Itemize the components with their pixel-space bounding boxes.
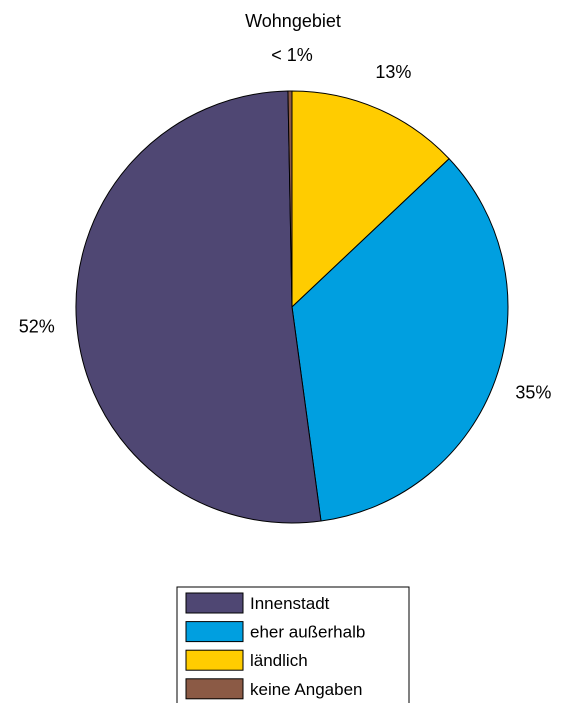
- percent-label-innenstadt: 52%: [19, 317, 55, 337]
- percent-labels: 13% 35% 52% < 1%: [19, 45, 552, 402]
- legend-swatch-keine-angaben: [185, 678, 244, 700]
- legend-label-keine-angaben: keine Angaben: [250, 680, 363, 699]
- legend-swatch-eher-ausserhalb: [185, 621, 244, 643]
- slice-keine-angaben: [287, 90, 293, 308]
- legend-swatch-laendlich: [185, 649, 244, 671]
- legend-label-laendlich: ländlich: [250, 651, 308, 670]
- percent-label-eher-ausserhalb: 35%: [515, 382, 551, 402]
- legend-swatch-innenstadt: [185, 592, 244, 614]
- chart-annotation: Wohngebiet: [245, 11, 341, 31]
- legend: Innenstadt eher außerhalb ländlich keine An…: [176, 586, 410, 703]
- slice-eher-ausserhalb: [291, 158, 509, 522]
- percent-label-keine-angaben: < 1%: [271, 45, 313, 65]
- legend-label-innenstadt: Innenstadt: [250, 594, 330, 613]
- slice-laendlich: [291, 90, 450, 308]
- slice-innenstadt: [75, 90, 322, 524]
- legend-entries: Innenstadt eher außerhalb ländlich keine An…: [185, 592, 365, 700]
- pie-slices: [75, 90, 509, 524]
- legend-label-eher-ausserhalb: eher außerhalb: [250, 623, 365, 642]
- percent-label-laendlich: 13%: [375, 62, 411, 82]
